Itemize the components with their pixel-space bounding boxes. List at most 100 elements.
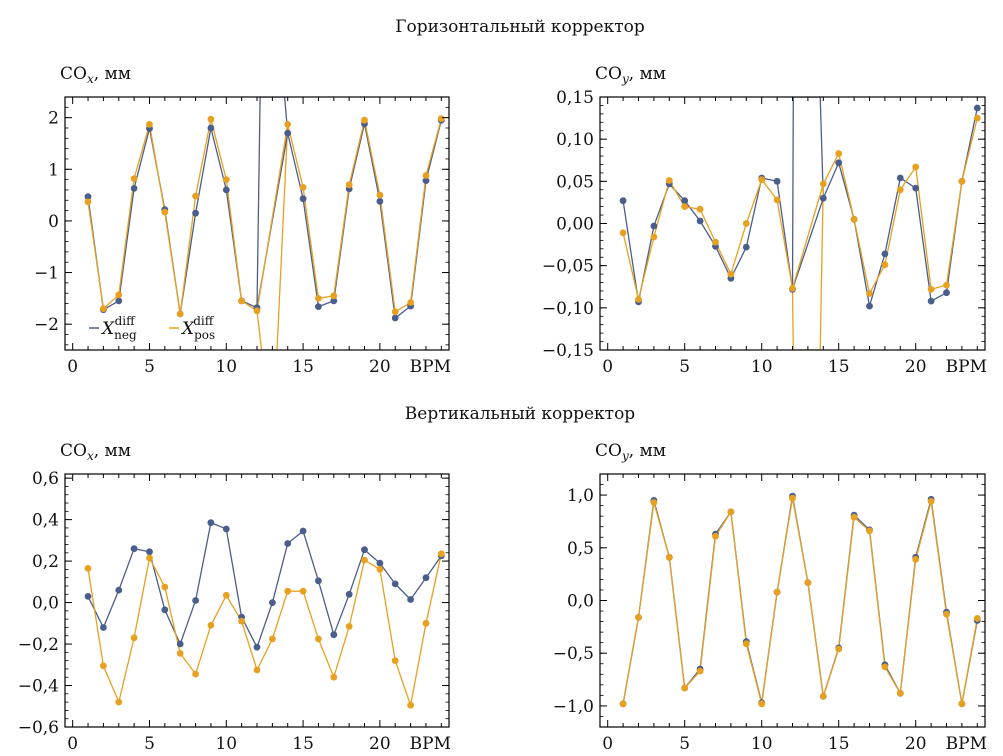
point-pos: [407, 299, 414, 306]
point-neg: [819, 194, 827, 202]
series-spike-pos: [256, 124, 289, 350]
series-spike-pos: [791, 183, 824, 350]
point-pos: [315, 295, 322, 302]
point-neg: [115, 297, 123, 305]
series-spike-neg: [791, 97, 824, 290]
point-neg: [376, 559, 384, 567]
point-pos: [804, 579, 812, 586]
x-tick-label: 20: [369, 734, 391, 754]
point-neg: [84, 193, 92, 201]
point-pos: [896, 689, 904, 697]
point-pos: [943, 610, 950, 618]
y-tick-label: −0,15: [542, 341, 594, 361]
x-tick-label: 10: [751, 357, 773, 377]
legend-label-pos: Xposdiff: [180, 314, 215, 342]
x-tick-label: 0: [67, 357, 78, 377]
series-line-pos: [87, 118, 442, 314]
x-tick-label: 0: [602, 734, 613, 754]
y-tick-label: 0,6: [32, 469, 59, 489]
point-neg: [222, 186, 230, 194]
point-neg: [345, 590, 353, 598]
x-axis-label: BPM: [410, 357, 451, 377]
point-pos: [758, 176, 766, 184]
point-pos: [866, 527, 873, 535]
plot-frame: [64, 473, 450, 728]
point-neg: [773, 177, 781, 185]
y-tick-label: 0,0: [32, 594, 59, 614]
x-tick-label: 5: [679, 734, 690, 754]
point-pos: [84, 565, 92, 572]
x-axis-label: BPM: [410, 734, 451, 754]
point-neg: [391, 580, 399, 588]
point-pos: [665, 177, 673, 184]
series-line-neg: [87, 120, 442, 320]
plot-area: [619, 97, 981, 350]
point-neg: [973, 104, 981, 112]
y-tick-label: −0,5: [553, 644, 594, 664]
series-line-neg: [622, 107, 978, 307]
plot-area: [84, 97, 445, 350]
point-neg: [742, 243, 750, 251]
point-neg: [192, 209, 200, 217]
point-pos: [391, 308, 399, 316]
legend-label-neg: Xnegdiff: [100, 314, 137, 342]
point-pos: [650, 233, 658, 241]
point-pos: [819, 693, 827, 700]
point-pos: [958, 177, 966, 185]
y-tick-label: −1: [34, 264, 59, 284]
section-title-vertical: Вертикальный корректор: [405, 404, 636, 424]
point-pos: [973, 114, 981, 122]
point-pos: [912, 556, 920, 563]
point-neg: [299, 527, 307, 535]
point-pos: [727, 270, 735, 278]
y-tick-label: 0,4: [32, 511, 59, 531]
point-pos: [619, 700, 627, 708]
point-pos: [681, 684, 689, 692]
point-neg: [681, 197, 689, 205]
point-pos: [222, 176, 230, 184]
x-tick-label: 0: [602, 357, 613, 377]
y-tick-label: 0: [48, 212, 59, 232]
point-neg: [253, 643, 261, 651]
x-tick-label: 10: [751, 734, 773, 754]
plot-area: [619, 492, 981, 708]
y-tick-label: 2: [48, 109, 59, 129]
point-neg: [130, 185, 138, 192]
series-line-pos: [87, 553, 442, 708]
point-pos: [958, 700, 966, 708]
y-tick-label: −2: [34, 315, 59, 335]
point-neg: [161, 606, 169, 614]
point-pos: [207, 115, 215, 123]
point-pos: [345, 623, 353, 630]
point-pos: [299, 587, 307, 595]
x-tick-label: 5: [679, 357, 690, 377]
y-tick-label: −0,10: [542, 299, 594, 319]
point-pos: [696, 667, 704, 675]
y-tick-label: −0,2: [18, 635, 59, 655]
y-axis-label: COx, мм: [60, 64, 131, 86]
point-neg: [146, 548, 153, 556]
point-pos: [881, 663, 889, 671]
point-neg: [896, 174, 904, 182]
point-pos: [330, 292, 338, 300]
point-pos: [773, 588, 781, 596]
point-pos: [927, 498, 935, 505]
point-neg: [376, 197, 384, 205]
point-pos: [391, 657, 399, 664]
point-neg: [912, 184, 920, 192]
y-tick-label: −0,4: [18, 677, 59, 697]
point-pos: [146, 554, 153, 562]
point-pos: [130, 175, 138, 183]
point-neg: [422, 574, 430, 582]
y-tick-label: 0,00: [556, 215, 594, 235]
x-tick-label: 20: [905, 734, 927, 754]
point-neg: [269, 599, 276, 606]
chart-horizontal-coy: COy, мм 0 5 10 15 20 BPM 0,15 0,10 0,05 0,00 −0,05 −…: [542, 64, 987, 377]
point-neg: [330, 631, 338, 639]
point-pos: [835, 645, 843, 653]
point-pos: [176, 310, 184, 318]
point-pos: [238, 297, 246, 305]
point-pos: [253, 307, 261, 315]
